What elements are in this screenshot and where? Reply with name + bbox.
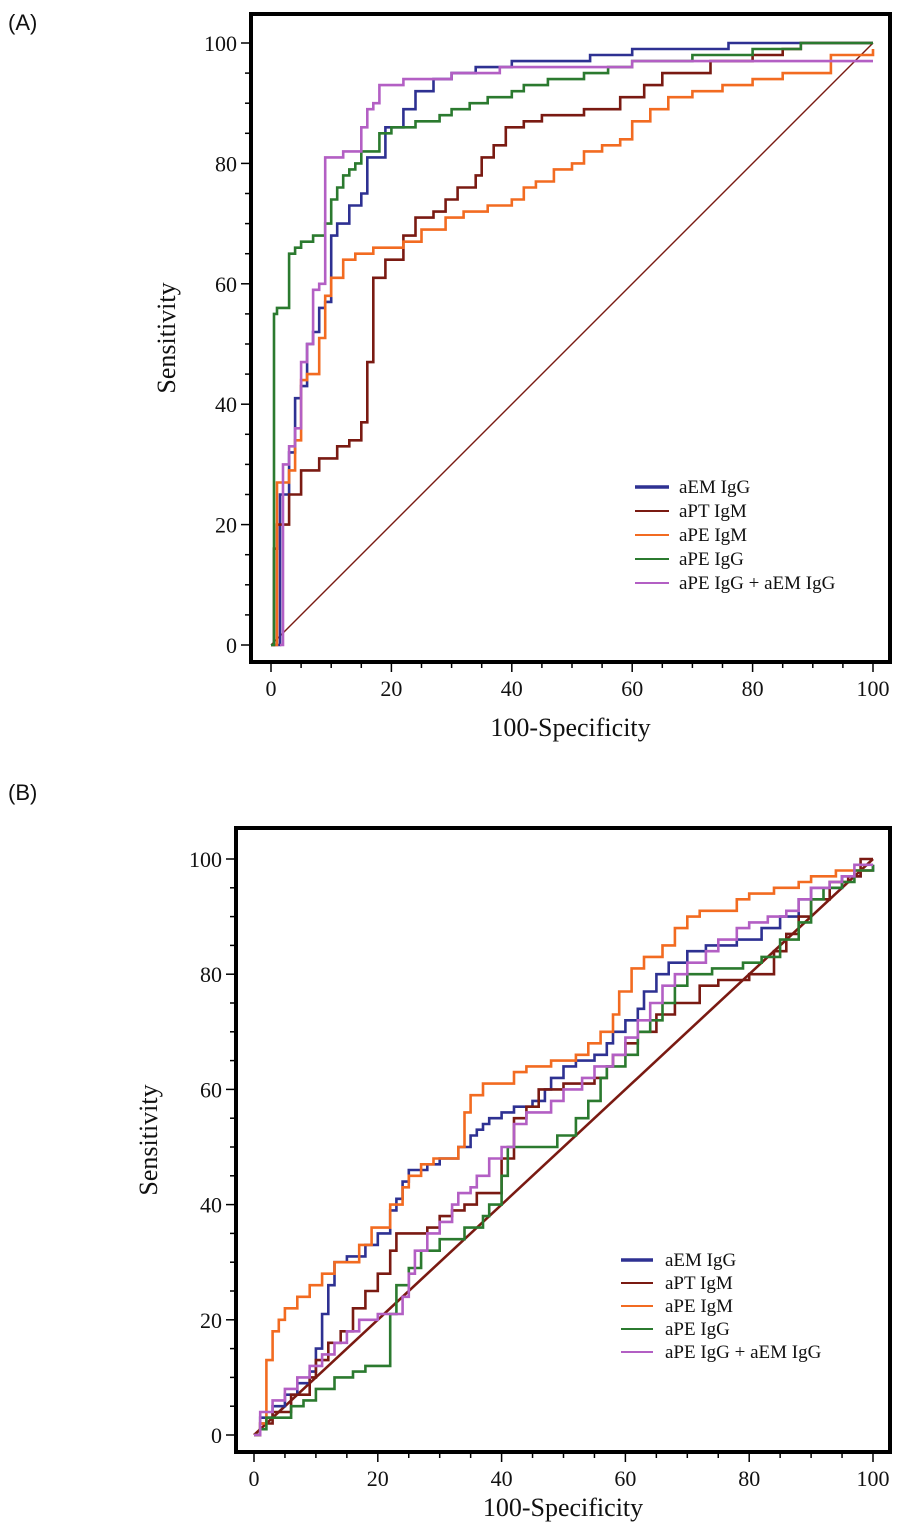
legend-label: aPE IgG + aEM IgG xyxy=(679,573,836,594)
series-line-3 xyxy=(254,864,875,1437)
x-tick-label: 40 xyxy=(501,676,523,701)
series-line-1 xyxy=(271,41,873,647)
legend-label: aPE IgG xyxy=(679,549,744,570)
x-tick-label: 20 xyxy=(367,1466,389,1491)
series-line-3 xyxy=(271,41,873,647)
series-line-4 xyxy=(280,59,873,647)
y-tick-label: 40 xyxy=(200,1193,222,1218)
series-line-2 xyxy=(254,869,873,1437)
y-tick-label: 20 xyxy=(200,1308,222,1333)
x-tick-label: 0 xyxy=(249,1466,260,1491)
x-axis-title: 100-Specificity xyxy=(490,713,650,742)
y-tick-label: 100 xyxy=(204,31,237,56)
y-tick-label: 80 xyxy=(200,962,222,987)
y-tick-label: 0 xyxy=(226,633,237,658)
x-tick-label: 100 xyxy=(857,1466,890,1491)
legend-label: aPE IgG + aEM IgG xyxy=(665,1342,822,1363)
chart-panel-a: (A) 0 20 40 60 80 100 0 20 40 60 80 100 100-Specifici… xyxy=(8,10,892,742)
y-tick-label: 60 xyxy=(200,1077,222,1102)
y-axis-title: Sensitivity xyxy=(134,1084,163,1195)
series-line-2 xyxy=(271,49,875,647)
legend-label: aPE IgM xyxy=(665,1296,733,1317)
x-tick-label: 80 xyxy=(742,676,764,701)
x-tick-label: 60 xyxy=(621,676,643,701)
y-tick-label: 0 xyxy=(211,1423,222,1448)
legend-label: aPE IgM xyxy=(679,525,747,546)
legend-label: aPT IgM xyxy=(665,1273,733,1294)
chart-panel-b: (B) 0 20 40 60 80 100 0 20 40 60 80 100 100-Specifici… xyxy=(8,780,892,1522)
x-tick-label: 60 xyxy=(614,1466,636,1491)
series-line-4 xyxy=(254,863,873,1437)
legend-label: aPE IgG xyxy=(665,1319,730,1340)
x-axis-title: 100-Specificity xyxy=(483,1493,643,1522)
legend-label: aPT IgM xyxy=(679,501,747,522)
panel-label: (B) xyxy=(8,780,37,805)
x-tick-label: 0 xyxy=(266,676,277,701)
panel-label: (A) xyxy=(8,10,37,35)
y-axis-title: Sensitivity xyxy=(152,282,181,393)
x-tick-label: 80 xyxy=(738,1466,760,1491)
x-tick-label: 40 xyxy=(491,1466,513,1491)
legend-label: aEM IgG xyxy=(665,1250,737,1271)
y-tick-label: 40 xyxy=(215,392,237,417)
y-tick-label: 80 xyxy=(215,151,237,176)
series-line-0 xyxy=(254,864,875,1437)
legend: aEM IgG aPT IgM aPE IgM aPE IgG aPE IgG + aE… xyxy=(635,477,836,594)
y-tick-label: 100 xyxy=(189,847,222,872)
y-tick-label: 20 xyxy=(215,513,237,538)
reference-diagonal-line xyxy=(253,858,874,1436)
y-tick-label: 60 xyxy=(215,272,237,297)
reference-diagonal-line xyxy=(270,42,874,646)
x-tick-label: 20 xyxy=(380,676,402,701)
x-tick-label: 100 xyxy=(857,676,890,701)
plot-frame xyxy=(249,12,892,664)
legend-label: aEM IgG xyxy=(679,477,751,498)
